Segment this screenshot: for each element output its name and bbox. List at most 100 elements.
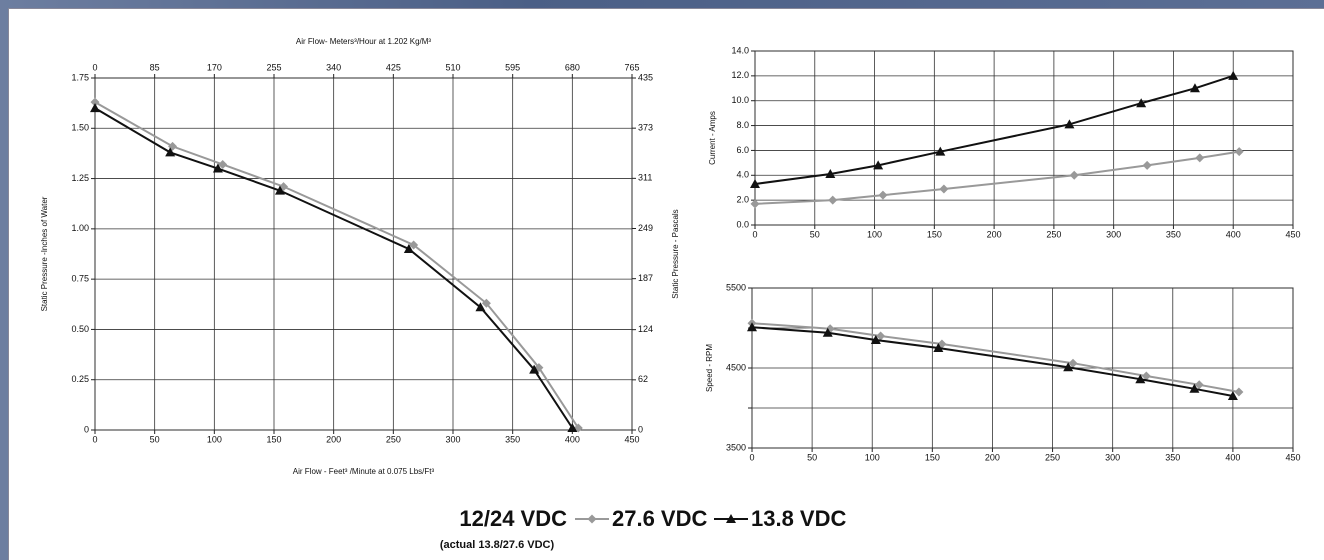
marker <box>939 184 949 194</box>
marker <box>90 103 100 113</box>
y2-tick-label: 311 <box>638 173 652 183</box>
y-tick-label: 1.00 <box>71 223 89 233</box>
marker <box>1227 391 1238 400</box>
marker <box>165 147 176 157</box>
marker <box>1142 160 1152 170</box>
x-tick-label: 300 <box>445 434 460 444</box>
marker <box>825 169 836 179</box>
marker <box>1068 358 1078 368</box>
marker <box>873 160 884 170</box>
x-tick-label: 400 <box>1226 229 1241 239</box>
x-tick-label: 250 <box>1045 452 1060 462</box>
x-tick-label: 100 <box>865 452 880 462</box>
y-tick-label: 2.0 <box>736 195 749 205</box>
y-tick-label: 4500 <box>726 362 746 372</box>
legend-marker <box>587 514 597 524</box>
marker <box>876 331 886 341</box>
y-tick-label: 1.50 <box>71 123 89 133</box>
x-tick-label: 100 <box>207 434 222 444</box>
marker <box>747 322 757 332</box>
legend-label: 13.8 VDC <box>751 506 846 531</box>
x2-tick-label: 340 <box>326 62 341 72</box>
y-axis-label: Current - Amps <box>708 111 717 165</box>
marker <box>274 185 285 195</box>
x-tick-label: 50 <box>810 229 820 239</box>
y-axis-label: Static Pressure -Inches of Water <box>40 196 49 311</box>
y-tick-label: 14.0 <box>731 45 749 55</box>
x-tick-label: 300 <box>1105 452 1120 462</box>
x-tick-label: 50 <box>807 452 817 462</box>
y-tick-label: 0.0 <box>736 219 749 229</box>
x2-tick-label: 765 <box>624 62 639 72</box>
y2-tick-label: 62 <box>638 374 648 384</box>
marker <box>475 302 486 312</box>
series-line <box>754 150 1240 205</box>
x-tick-label: 300 <box>1106 229 1121 239</box>
x-tick-label: 200 <box>987 229 1002 239</box>
y2-tick-label: 435 <box>638 72 653 82</box>
y2-tick-label: 249 <box>638 223 653 233</box>
x-tick-label: 450 <box>624 434 639 444</box>
x-tick-label: 0 <box>752 229 757 239</box>
series-line <box>751 326 1234 397</box>
x-tick-label: 450 <box>1285 229 1300 239</box>
marker <box>1135 374 1146 384</box>
plot-area <box>754 50 1294 226</box>
x2-tick-label: 510 <box>445 62 460 72</box>
marker <box>1136 98 1147 108</box>
x-tick-label: 200 <box>326 434 341 444</box>
series-line <box>751 322 1240 393</box>
marker <box>1189 383 1200 393</box>
marker <box>750 199 760 209</box>
y-tick-label: 3500 <box>726 442 746 452</box>
marker <box>1064 119 1075 129</box>
x-tick-label: 0 <box>749 452 754 462</box>
x-tick-label: 350 <box>505 434 520 444</box>
y-tick-label: 10.0 <box>731 95 749 105</box>
marker <box>870 335 881 344</box>
y-tick-label: 5500 <box>726 282 746 292</box>
marker <box>529 364 540 374</box>
x-tick-label: 350 <box>1165 452 1180 462</box>
x-tick-label: 0 <box>92 434 97 444</box>
x-tick-label: 350 <box>1166 229 1181 239</box>
y-tick-label: 4.0 <box>736 170 749 180</box>
marker <box>1194 380 1204 390</box>
marker <box>1228 70 1239 80</box>
marker <box>1234 147 1244 157</box>
marker <box>822 327 833 337</box>
x2-tick-label: 680 <box>565 62 580 72</box>
x2-tick-label: 0 <box>92 62 97 72</box>
x-tick-label: 400 <box>565 434 580 444</box>
marker <box>1189 83 1200 93</box>
x-tick-label: 200 <box>985 452 1000 462</box>
y-tick-label: 0.50 <box>71 324 89 334</box>
x-axis-label: Air Flow - Feet³ /Minute at 0.075 Lbs/Ft… <box>293 467 435 476</box>
marker <box>1234 387 1244 397</box>
legend-marker <box>726 514 736 523</box>
x-tick-label: 400 <box>1225 452 1240 462</box>
y-tick-label: 0.75 <box>71 274 89 284</box>
x-tick-label: 250 <box>1046 229 1061 239</box>
y2-axis-label: Static Pressure - Pascals <box>671 209 680 298</box>
legend-title: 12/24 VDC <box>459 506 567 531</box>
marker <box>567 422 578 432</box>
series-line <box>94 101 580 429</box>
y2-tick-label: 187 <box>638 273 653 283</box>
marker <box>1063 362 1074 372</box>
x-tick-label: 50 <box>150 434 160 444</box>
legend-label: 27.6 VDC <box>612 506 707 531</box>
x-tick-label: 450 <box>1285 452 1300 462</box>
marker <box>1069 170 1079 180</box>
marker <box>403 243 414 253</box>
y2-tick-label: 124 <box>638 324 653 334</box>
marker <box>481 298 491 308</box>
marker <box>212 163 223 173</box>
x2-tick-label: 425 <box>386 62 401 72</box>
marker <box>1195 153 1205 163</box>
y-tick-label: 12.0 <box>731 70 749 80</box>
series-line <box>754 74 1234 185</box>
y-tick-label: 0 <box>84 424 89 434</box>
